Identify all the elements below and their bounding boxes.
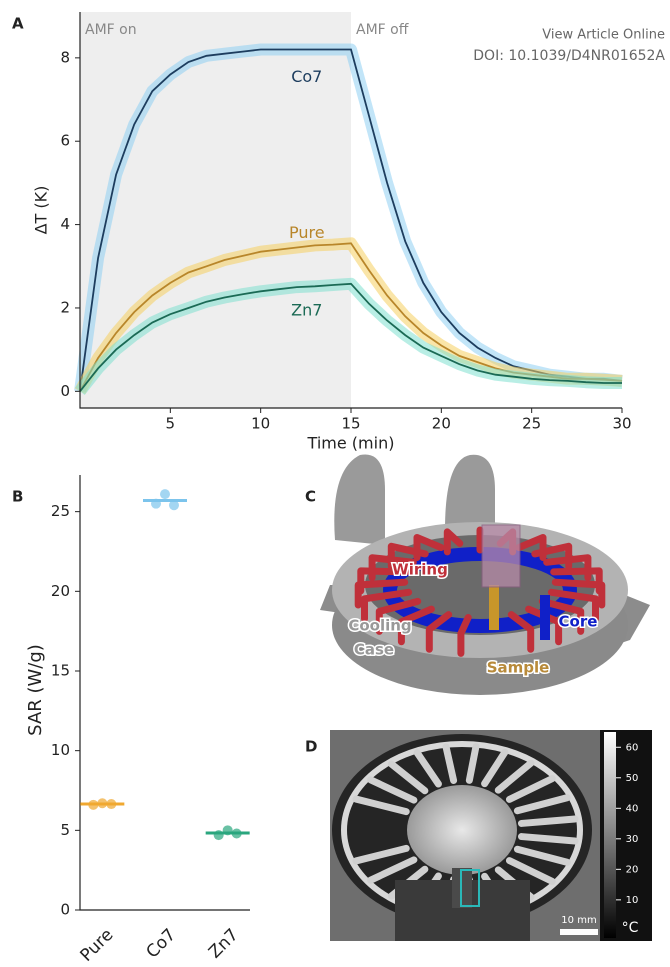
panel-d: D 10 mm 10 20 30 40 50 60 °C — [305, 730, 652, 941]
y-tick-label: 15 — [51, 661, 70, 679]
header-link[interactable]: View Article Online — [542, 28, 665, 43]
y-tick-label: 4 — [60, 215, 70, 233]
panel-b: B 0 5 10 15 20 25 SAR (W/g) Pure Co7 Zn7 — [12, 475, 250, 966]
spoke — [413, 749, 442, 788]
sample-holder — [481, 524, 521, 588]
coil — [413, 534, 445, 561]
wiring — [354, 526, 606, 657]
panel-letter: D — [305, 738, 317, 756]
x-tick-label: Pure — [77, 925, 118, 966]
y-axis-label: SAR (W/g) — [25, 644, 46, 736]
x-tick-label: Co7 — [143, 925, 181, 963]
coil — [361, 588, 413, 623]
series-label: Pure — [289, 223, 325, 242]
coil — [425, 611, 453, 653]
coil — [368, 554, 417, 582]
label-case: Case — [354, 641, 394, 659]
x-tick-label: 20 — [432, 415, 451, 433]
series-label: Co7 — [291, 67, 322, 86]
x-tick-label: 25 — [522, 415, 541, 433]
spoke — [513, 794, 571, 815]
x-tick-label: 10 — [251, 415, 270, 433]
colorbar-tick-label: 30 — [626, 834, 639, 845]
panel-letter: A — [12, 15, 24, 33]
coil — [547, 588, 599, 623]
label-wiring: Wiring — [392, 561, 448, 579]
scale-bar — [560, 929, 598, 935]
spoke — [517, 833, 579, 845]
label-sample: Sample — [487, 659, 550, 677]
spoke — [481, 748, 509, 788]
coil — [457, 614, 472, 657]
x-tick-label: 15 — [341, 415, 360, 433]
panel-letter: B — [12, 488, 23, 506]
inner-core — [407, 785, 517, 875]
annotation: AMF on — [85, 22, 137, 38]
label-core: Core — [559, 613, 598, 631]
x-tick-label: 30 — [612, 415, 631, 433]
coil — [525, 605, 563, 646]
coil — [443, 528, 464, 556]
spoke — [442, 743, 458, 784]
point — [160, 489, 170, 500]
spoke — [352, 795, 410, 816]
coil — [397, 605, 435, 646]
sample — [489, 585, 499, 630]
core — [383, 547, 577, 633]
coil — [507, 611, 535, 653]
y-tick-label: 0 — [60, 901, 70, 919]
spoke — [513, 845, 571, 866]
panel-c: C Wiring Core Cooling Case Sample — [305, 454, 650, 695]
axis-line — [79, 475, 250, 911]
colorbar-tick-label: 20 — [626, 864, 639, 875]
spoke — [505, 857, 556, 885]
y-tick-label: 10 — [51, 741, 70, 759]
header-doi: DOI: 10.1039/D4NR01652A — [473, 48, 665, 64]
colorbar-ticks: 10 20 30 40 50 60 — [616, 742, 638, 906]
core-leg — [540, 595, 550, 640]
sample-marker — [460, 869, 480, 907]
y-tick-label: 2 — [60, 298, 70, 316]
spoke — [367, 776, 418, 804]
pipe — [445, 454, 495, 540]
x-axis-label: Time (min) — [307, 434, 395, 453]
colorbar-tick-label: 40 — [626, 803, 639, 814]
y-tick-label: 0 — [60, 382, 70, 400]
spoke — [387, 760, 429, 795]
scale-label: 10 mm — [561, 915, 596, 926]
spoke — [465, 743, 480, 784]
colorbar-tick-label: 50 — [626, 773, 639, 784]
y-tick-label: 25 — [51, 502, 70, 520]
spoke — [517, 815, 579, 827]
annotation: AMF off — [356, 22, 409, 38]
y-tick-label: 6 — [60, 132, 70, 150]
spoke — [367, 856, 418, 884]
panel-letter: C — [305, 488, 316, 506]
colorbar-unit: °C — [622, 920, 639, 936]
y-axis-label: ΔT (K) — [32, 186, 51, 235]
colorbar-tick-label: 60 — [626, 742, 639, 753]
colorbar — [604, 732, 616, 938]
spoke — [352, 844, 410, 865]
panel-a: AMF on AMF off A Co7 Pure Zn7 5 10 15 20 25 30 0 2 4 6 8… — [12, 12, 632, 453]
pipe — [334, 454, 385, 545]
label-case: Cooling — [348, 617, 411, 635]
colorbar-tick-label: 10 — [626, 895, 639, 906]
series-label: Zn7 — [291, 301, 322, 320]
x-tick-label: 5 — [166, 415, 176, 433]
spoke — [494, 759, 535, 794]
y-tick-label: 5 — [60, 821, 70, 839]
point — [169, 500, 179, 511]
series-line — [79, 282, 622, 392]
coil — [551, 578, 606, 609]
coil — [375, 597, 422, 635]
y-tick-label: 8 — [60, 48, 70, 66]
x-tick-label: Zn7 — [205, 925, 243, 963]
spoke — [505, 775, 556, 803]
coil — [357, 567, 410, 595]
coil — [538, 597, 585, 635]
y-tick-label: 20 — [51, 582, 70, 600]
